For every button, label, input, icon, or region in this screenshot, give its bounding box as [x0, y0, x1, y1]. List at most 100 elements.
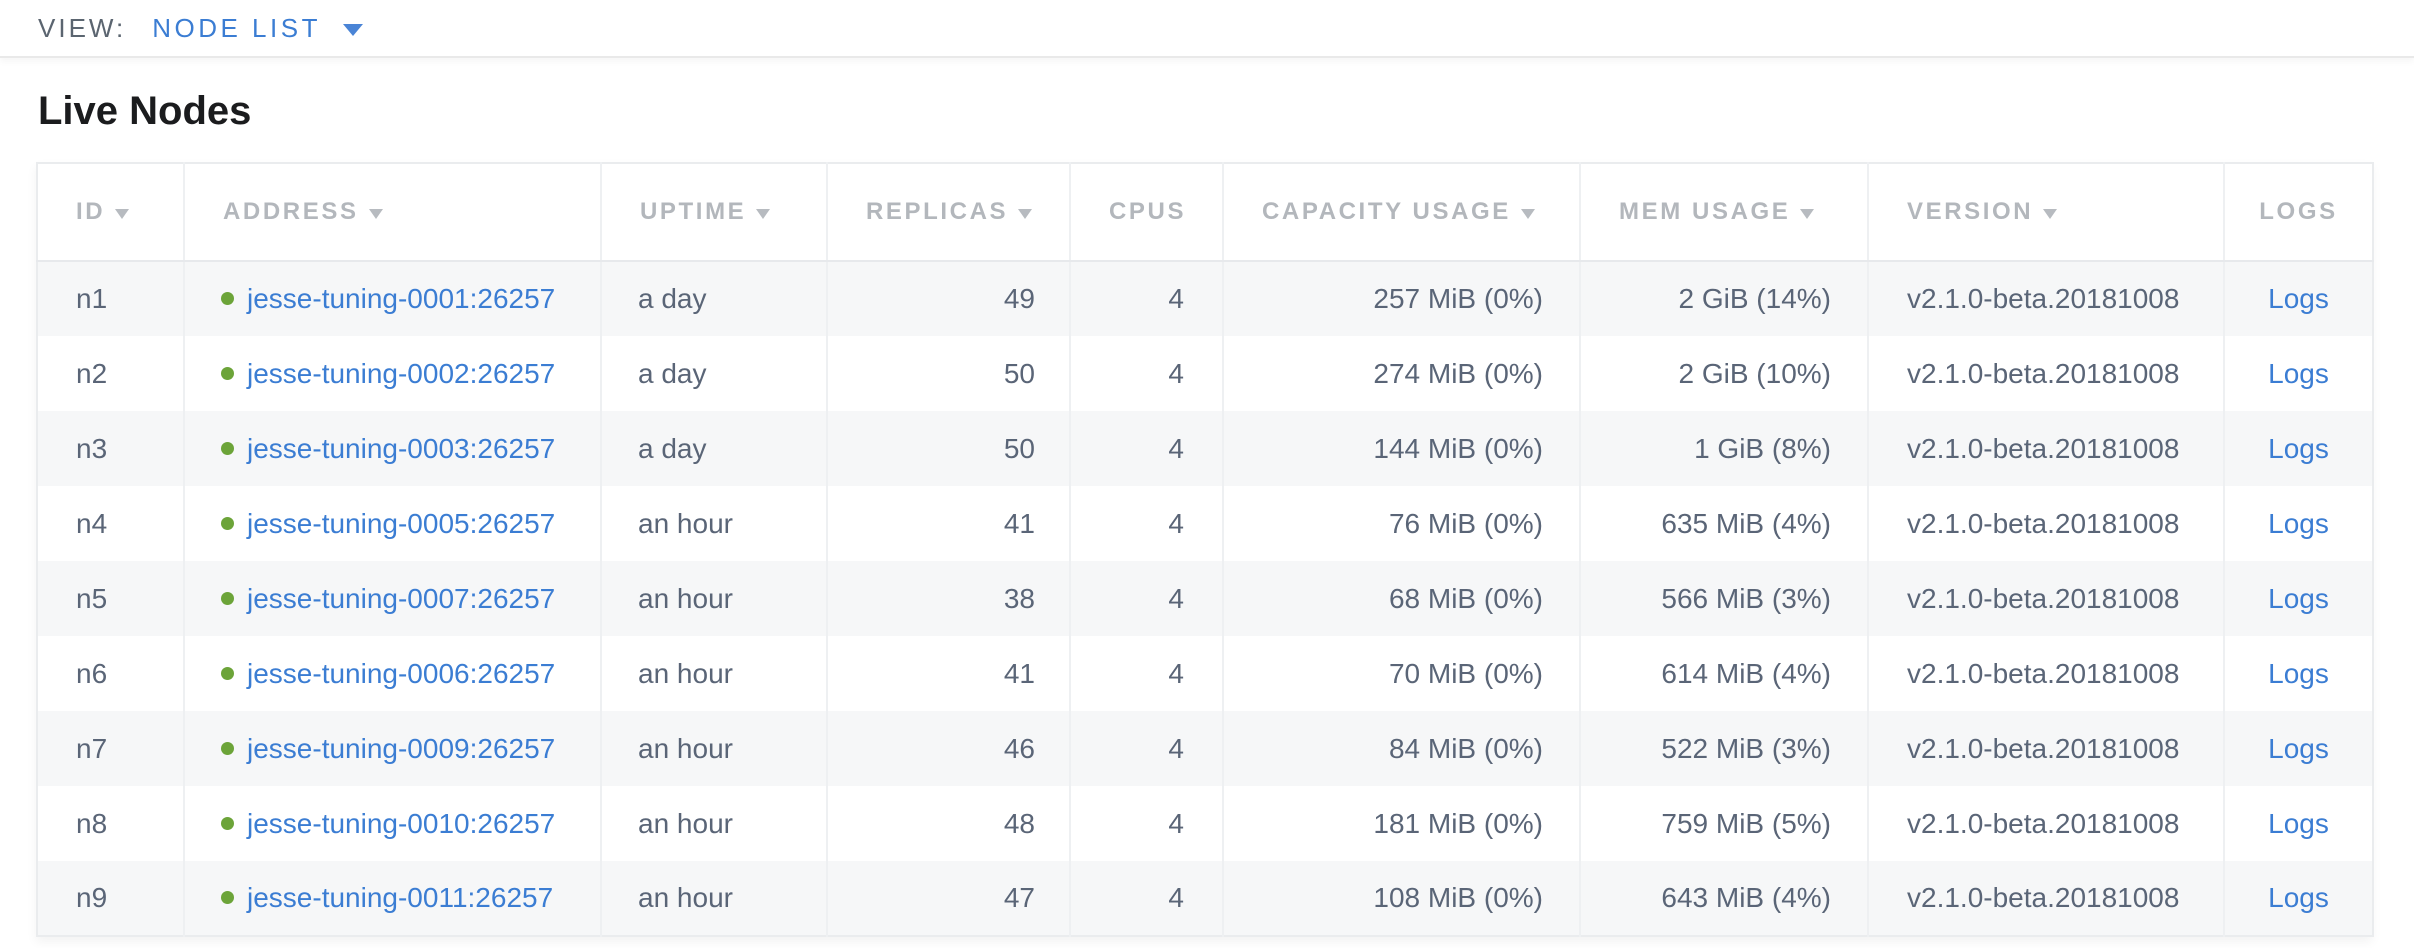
sort-desc-arrow-icon [1018, 209, 1033, 219]
cell-version: v2.1.0-beta.20181008 [1867, 561, 2224, 636]
column-header-label: ADDRESS [223, 198, 359, 225]
node-address-link[interactable]: jesse-tuning-0009:26257 [247, 732, 556, 764]
node-address-link[interactable]: jesse-tuning-0007:26257 [247, 582, 556, 614]
cell-mem-usage: 643 MiB (4%) [1579, 861, 1868, 936]
cell-replicas: 38 [826, 561, 1070, 636]
node-status-healthy-icon [221, 292, 234, 306]
cell-node-id: n9 [76, 882, 108, 913]
live-nodes-table: ID ADDRESS UPTIME REPLICAS CPUS CAPACITY USAG… [36, 162, 2374, 937]
sort-desc-arrow-icon [2043, 209, 2058, 219]
node-address-link[interactable]: jesse-tuning-0011:26257 [247, 882, 554, 913]
cell-replicas: 46 [826, 711, 1070, 786]
column-header-label: VERSION [1907, 198, 2034, 225]
view-label: VIEW: [38, 12, 127, 43]
cell-mem-usage: 2 GiB (14%) [1579, 261, 1868, 336]
sort-desc-arrow-icon [756, 209, 771, 219]
cell-uptime: a day [600, 411, 827, 486]
cell-version: v2.1.0-beta.20181008 [1867, 861, 2224, 936]
cell-cpus: 4 [1069, 336, 1223, 411]
node-logs-link[interactable]: Logs [2268, 807, 2329, 839]
cell-logs: Logs [2223, 336, 2373, 411]
column-header-version[interactable]: VERSION [1867, 163, 2224, 262]
node-logs-link[interactable]: Logs [2268, 283, 2329, 314]
table-row: n4 jesse-tuning-0005:26257 an hour 41 4 76 Mi… [37, 486, 2373, 561]
cell-cpus: 4 [1069, 261, 1223, 336]
column-header-cpus: CPUS [1069, 163, 1223, 262]
node-logs-link[interactable]: Logs [2268, 657, 2329, 689]
table-row: n3 jesse-tuning-0003:26257 a day 50 4 144 MiB… [37, 411, 2373, 486]
table-row: n1 jesse-tuning-0001:26257 a day 49 4 257 MiB… [37, 261, 2373, 336]
node-address-link[interactable]: jesse-tuning-0001:26257 [247, 283, 556, 314]
cell-uptime: an hour [600, 786, 827, 861]
cell-address: jesse-tuning-0007:26257 [183, 561, 601, 636]
cell-logs: Logs [2223, 261, 2373, 336]
cell-cpus: 4 [1069, 486, 1223, 561]
view-dropdown[interactable]: NODE LIST [152, 13, 363, 44]
column-header-label: CAPACITY USAGE [1262, 198, 1511, 225]
node-address-link[interactable]: jesse-tuning-0002:26257 [247, 357, 556, 389]
cell-node-id: n5 [76, 582, 108, 614]
cell-address: jesse-tuning-0003:26257 [183, 411, 601, 486]
cell-cpus: 4 [1069, 786, 1223, 861]
cell-cpus: 4 [1069, 861, 1223, 936]
column-header-replicas[interactable]: REPLICAS [826, 163, 1070, 262]
cell-capacity-usage: 274 MiB (0%) [1222, 336, 1580, 411]
cell-capacity-usage: 144 MiB (0%) [1222, 411, 1580, 486]
node-status-healthy-icon [221, 741, 234, 755]
cell-node-id: n1 [76, 283, 108, 314]
column-header-capacity-usage[interactable]: CAPACITY USAGE [1222, 163, 1580, 262]
cell-version: v2.1.0-beta.20181008 [1867, 336, 2224, 411]
node-logs-link[interactable]: Logs [2268, 432, 2329, 464]
cell-mem-usage: 635 MiB (4%) [1579, 486, 1868, 561]
column-header-uptime[interactable]: UPTIME [600, 163, 827, 262]
cell-node-id: n3 [76, 432, 108, 464]
cell-mem-usage: 614 MiB (4%) [1579, 636, 1868, 711]
cell-node-id: n6 [76, 657, 108, 689]
node-address-link[interactable]: jesse-tuning-0006:26257 [247, 657, 556, 689]
node-logs-link[interactable]: Logs [2268, 882, 2329, 913]
node-logs-link[interactable]: Logs [2268, 507, 2329, 539]
node-status-healthy-icon [221, 666, 234, 680]
cell-cpus: 4 [1069, 711, 1223, 786]
node-status-healthy-icon [221, 366, 234, 380]
column-header-label: LOGS [2259, 198, 2338, 225]
cell-version: v2.1.0-beta.20181008 [1867, 411, 2224, 486]
cell-logs: Logs [2223, 411, 2373, 486]
cell-uptime: an hour [600, 636, 827, 711]
node-address-link[interactable]: jesse-tuning-0010:26257 [247, 807, 556, 839]
cell-uptime: an hour [600, 711, 827, 786]
cell-capacity-usage: 181 MiB (0%) [1222, 786, 1580, 861]
table-row: n8 jesse-tuning-0010:26257 an hour 48 4 181 M… [37, 786, 2373, 861]
table-row: n2 jesse-tuning-0002:26257 a day 50 4 274 MiB… [37, 336, 2373, 411]
cell-cpus: 4 [1069, 411, 1223, 486]
cell-capacity-usage: 68 MiB (0%) [1222, 561, 1580, 636]
column-header-label: UPTIME [640, 198, 747, 225]
cell-uptime: an hour [600, 486, 827, 561]
column-header-label: ID [76, 198, 106, 225]
table-row: n6 jesse-tuning-0006:26257 an hour 41 4 70 Mi… [37, 636, 2373, 711]
column-header-address[interactable]: ADDRESS [183, 163, 601, 262]
cell-node-id: n8 [76, 807, 108, 839]
cell-version: v2.1.0-beta.20181008 [1867, 261, 2224, 336]
view-bar: VIEW: NODE LIST [0, 0, 2414, 58]
table-header-row: ID ADDRESS UPTIME REPLICAS CPUS CAPACITY USAG… [37, 163, 2373, 262]
cell-node-id: n7 [76, 732, 108, 764]
node-logs-link[interactable]: Logs [2268, 582, 2329, 614]
column-header-logs: LOGS [2223, 163, 2373, 262]
node-logs-link[interactable]: Logs [2268, 732, 2329, 764]
column-header-id[interactable]: ID [37, 163, 184, 262]
cell-mem-usage: 1 GiB (8%) [1579, 411, 1868, 486]
column-header-label: MEM USAGE [1619, 198, 1791, 225]
node-address-link[interactable]: jesse-tuning-0005:26257 [247, 507, 556, 539]
node-address-link[interactable]: jesse-tuning-0003:26257 [247, 432, 556, 464]
cell-logs: Logs [2223, 711, 2373, 786]
node-logs-link[interactable]: Logs [2268, 357, 2329, 389]
cell-logs: Logs [2223, 636, 2373, 711]
cell-uptime: a day [600, 336, 827, 411]
column-header-mem-usage[interactable]: MEM USAGE [1579, 163, 1868, 262]
cell-replicas: 41 [826, 486, 1070, 561]
cell-capacity-usage: 76 MiB (0%) [1222, 486, 1580, 561]
cell-address: jesse-tuning-0009:26257 [183, 711, 601, 786]
sort-desc-arrow-icon [368, 209, 383, 219]
table-body: n1 jesse-tuning-0001:26257 a day 49 4 257 MiB… [37, 261, 2373, 936]
